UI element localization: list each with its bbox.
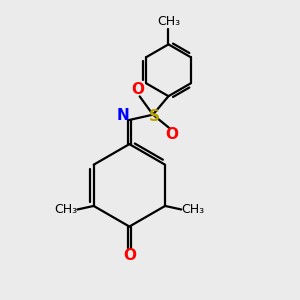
Text: O: O: [123, 248, 136, 263]
Text: CH₃: CH₃: [181, 203, 204, 216]
Text: S: S: [149, 109, 160, 124]
Text: O: O: [131, 82, 144, 97]
Text: CH₃: CH₃: [157, 15, 180, 28]
Text: N: N: [116, 108, 129, 123]
Text: O: O: [166, 128, 178, 142]
Text: CH₃: CH₃: [55, 203, 78, 216]
